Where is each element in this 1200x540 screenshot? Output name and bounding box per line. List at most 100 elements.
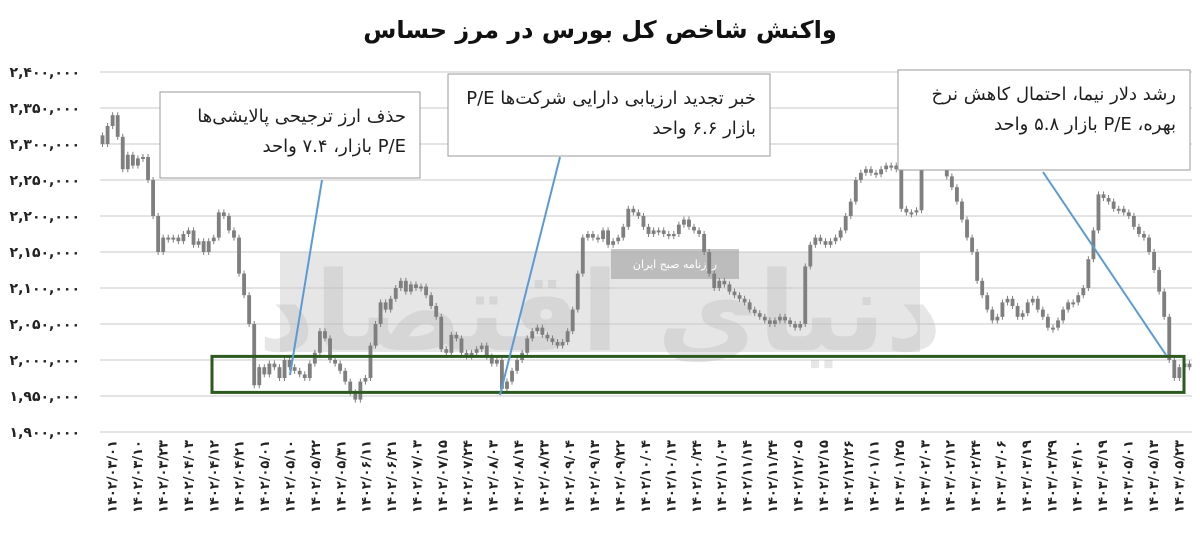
candles (100, 112, 1192, 403)
x-tick-label: ۱۴۰۲/۱۱/۱۴ (741, 440, 756, 513)
x-tick-label: ۱۴۰۳/۰۱/۲۵ (893, 440, 908, 513)
candle (889, 165, 894, 168)
candle (277, 367, 282, 378)
candle (302, 374, 307, 378)
candle (1091, 230, 1096, 260)
candle (762, 316, 767, 321)
leader-line (499, 156, 561, 396)
candle (985, 295, 990, 310)
candle (221, 212, 226, 216)
candle (1177, 367, 1182, 378)
candle (990, 309, 995, 321)
candle (252, 324, 257, 386)
candle (616, 237, 621, 242)
candle (530, 331, 535, 339)
highlight-band (210, 354, 1186, 394)
candle (550, 338, 555, 342)
y-tick-label: ۲,۳۰۰,۰۰۰ (10, 137, 80, 153)
candle (1000, 302, 1005, 317)
candle (687, 219, 691, 227)
x-tick-label: ۱۴۰۳/۰۲/۰۳ (918, 440, 933, 513)
candle (211, 237, 216, 242)
candle (312, 352, 317, 364)
annotation-text: P/E بازار، ۷.۴ واحد (263, 136, 407, 157)
candle (368, 345, 373, 378)
candle (1081, 288, 1086, 296)
candle (722, 280, 727, 285)
candle (1121, 208, 1126, 213)
candle (186, 230, 191, 234)
candle (590, 234, 595, 238)
x-tick-label: ۱۴۰۲/۰۷/۲۴ (461, 440, 476, 513)
candle (393, 288, 398, 299)
candle (151, 180, 156, 216)
x-tick-label: ۱۴۰۲/۰۳/۰۱ (106, 440, 121, 513)
candle (403, 280, 408, 292)
candle (727, 284, 732, 292)
candle (1061, 309, 1066, 321)
candle (242, 273, 247, 296)
candle (328, 338, 332, 360)
candle (899, 169, 904, 209)
candle (484, 345, 489, 357)
candle (317, 331, 322, 353)
annotation-box (447, 73, 771, 157)
candle (970, 237, 975, 252)
candle (707, 252, 712, 274)
candle (1116, 208, 1121, 211)
x-tick-label: ۱۴۰۲/۰۸/۱۴ (512, 440, 527, 513)
candle (353, 392, 358, 400)
candle (449, 334, 454, 353)
candle (960, 201, 964, 220)
x-tick-label: ۱۴۰۳/۰۴/۱۰ (1071, 440, 1086, 513)
candle (833, 237, 838, 242)
candle (439, 316, 444, 350)
candle (333, 360, 338, 364)
x-tick-label: ۱۴۰۳/۰۳/۰۶ (995, 440, 1010, 513)
candle (1066, 302, 1071, 310)
candle (1106, 198, 1111, 202)
candle (383, 302, 388, 310)
watermark-band (280, 252, 920, 352)
candle (1025, 302, 1030, 314)
candle (176, 237, 181, 242)
x-tick-label: ۱۴۰۲/۱۲/۱۵ (817, 440, 832, 513)
candle (560, 342, 565, 346)
annotation-box (159, 91, 421, 179)
candle (904, 208, 909, 213)
candle (778, 316, 782, 321)
candle (944, 165, 949, 177)
candle (692, 226, 696, 231)
candle (408, 284, 413, 292)
leader-line (1042, 171, 1167, 356)
candle (1096, 194, 1101, 231)
y-tick-label: ۲,۱۰۰,۰۰۰ (10, 281, 80, 297)
candle (156, 216, 161, 252)
candle (216, 212, 221, 238)
annotation-text: خبر تجدید ارزیابی دارایی شرکت‌ها P/E (466, 88, 756, 109)
candle (555, 342, 560, 346)
x-tick-label: ۱۴۰۲/۰۴/۰۳ (182, 440, 197, 513)
candle (869, 169, 873, 173)
candle (565, 331, 570, 342)
candle (459, 338, 464, 353)
candle (247, 295, 252, 324)
candle (272, 363, 277, 368)
candle (621, 226, 626, 238)
candle (681, 219, 686, 225)
candle (641, 216, 646, 227)
candle (1167, 316, 1172, 360)
x-tick-label: ۱۴۰۲/۰۵/۱۰ (283, 440, 298, 513)
candle (606, 230, 611, 245)
candle (757, 313, 762, 317)
annotation-box (897, 69, 1191, 171)
x-tick-label: ۱۴۰۲/۱۰/۱۳ (664, 440, 679, 513)
candle (752, 309, 757, 314)
candle (226, 216, 231, 231)
candle (975, 252, 980, 281)
candle (343, 370, 348, 382)
candle (702, 234, 707, 252)
candle (747, 302, 752, 310)
candle (808, 244, 813, 267)
candle (434, 306, 439, 317)
